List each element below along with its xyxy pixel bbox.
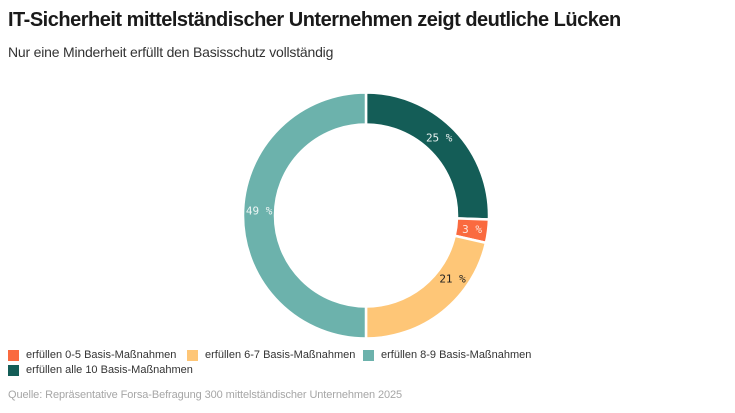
- legend-label: erfüllen 6-7 Basis-Maßnahmen: [205, 349, 356, 361]
- legend-item-all-10: erfüllen alle 10 Basis-Maßnahmen: [8, 364, 193, 376]
- source-note: Quelle: Repräsentative Forsa-Befragung 3…: [8, 389, 403, 401]
- slice-label: 21 %: [439, 272, 466, 285]
- slice-label: 49 %: [246, 204, 273, 217]
- legend-item-8-9: erfüllen 8-9 Basis-Maßnahmen: [363, 349, 531, 361]
- legend-label: erfüllen 8-9 Basis-Maßnahmen: [381, 349, 532, 361]
- legend-swatch: [8, 349, 19, 361]
- donut-slice: [364, 91, 491, 221]
- slice-label: 25 %: [426, 131, 453, 144]
- chart-title: IT-Sicherheit mittelständischer Unterneh…: [8, 9, 621, 31]
- slice-label: 3 %: [462, 223, 482, 236]
- legend-swatch: [363, 349, 374, 361]
- chart-subtitle: Nur eine Minderheit erfüllt den Basissch…: [8, 44, 334, 60]
- legend-swatch: [8, 364, 19, 376]
- donut-slice: [364, 234, 488, 340]
- donut-slice: [241, 91, 368, 340]
- legend-item-0-5: erfüllen 0-5 Basis-Maßnahmen: [8, 349, 176, 361]
- legend-label: erfüllen 0-5 Basis-Maßnahmen: [26, 349, 177, 361]
- legend-label: erfüllen alle 10 Basis-Maßnahmen: [26, 364, 193, 376]
- donut-chart: 25 % 3 % 21 % 49 %: [241, 91, 491, 340]
- legend-swatch: [187, 349, 198, 361]
- legend-item-6-7: erfüllen 6-7 Basis-Maßnahmen: [187, 349, 355, 361]
